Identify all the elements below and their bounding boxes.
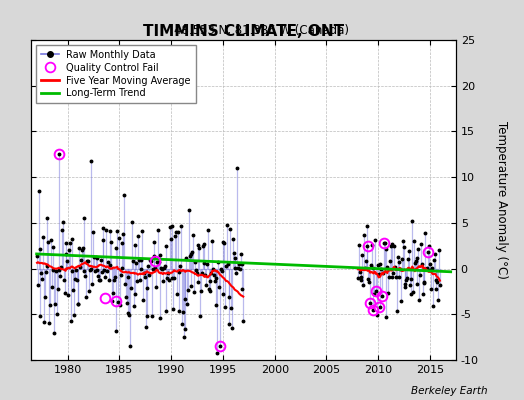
Y-axis label: Temperature Anomaly (°C): Temperature Anomaly (°C) (495, 121, 508, 279)
Text: 48.553 N, 81.386 W (Canada): 48.553 N, 81.386 W (Canada) (174, 24, 350, 37)
Legend: Raw Monthly Data, Quality Control Fail, Five Year Moving Average, Long-Term Tren: Raw Monthly Data, Quality Control Fail, … (36, 45, 196, 103)
Text: Berkeley Earth: Berkeley Earth (411, 386, 487, 396)
Title: TIMMINS CLIMATE, ONT: TIMMINS CLIMATE, ONT (143, 24, 344, 39)
